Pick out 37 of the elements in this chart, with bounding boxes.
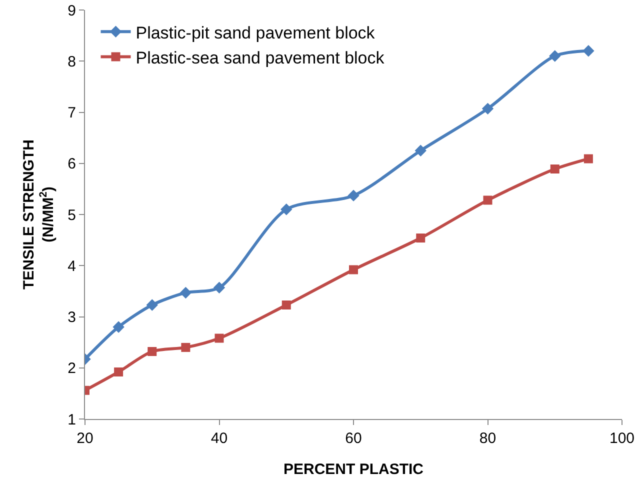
- point: [282, 300, 291, 310]
- x-tick-label: 40: [210, 430, 228, 447]
- y-tick-label: 5: [68, 206, 76, 224]
- point: [349, 265, 358, 274]
- point: [482, 102, 494, 115]
- x-tick-label: 20: [76, 430, 94, 447]
- point: [114, 367, 124, 376]
- y-tick-label: 7: [68, 104, 76, 122]
- legend-label: Plastic-sea sand pavement block: [136, 48, 385, 68]
- point: [214, 334, 224, 343]
- point: [416, 234, 426, 243]
- x-tick-label: 80: [479, 430, 496, 447]
- y-tick-label: 3: [68, 309, 76, 326]
- point: [483, 196, 492, 205]
- x-tick-label: 100: [609, 430, 635, 447]
- point: [414, 144, 426, 156]
- point: [146, 299, 158, 311]
- y-tick-label: 4: [68, 258, 76, 275]
- point: [180, 286, 192, 299]
- point: [112, 321, 124, 333]
- point: [584, 154, 593, 164]
- y-tick-label: 6: [68, 156, 76, 173]
- y-tick-label: 9: [68, 2, 76, 20]
- point: [348, 190, 360, 202]
- point: [582, 45, 594, 57]
- point: [549, 50, 561, 62]
- y-tick-label: 8: [68, 53, 76, 70]
- y-tick-label: 2: [68, 360, 76, 378]
- y-tick-label: 1: [68, 411, 76, 428]
- legend-label: Plastic-pit sand pavement block: [136, 23, 376, 42]
- x-axis-title: PERCENT PLASTIC: [283, 461, 424, 478]
- point: [213, 282, 226, 294]
- point: [148, 347, 157, 356]
- point: [181, 342, 190, 352]
- point: [550, 164, 560, 174]
- x-tick-label: 60: [345, 430, 362, 447]
- point: [280, 204, 292, 216]
